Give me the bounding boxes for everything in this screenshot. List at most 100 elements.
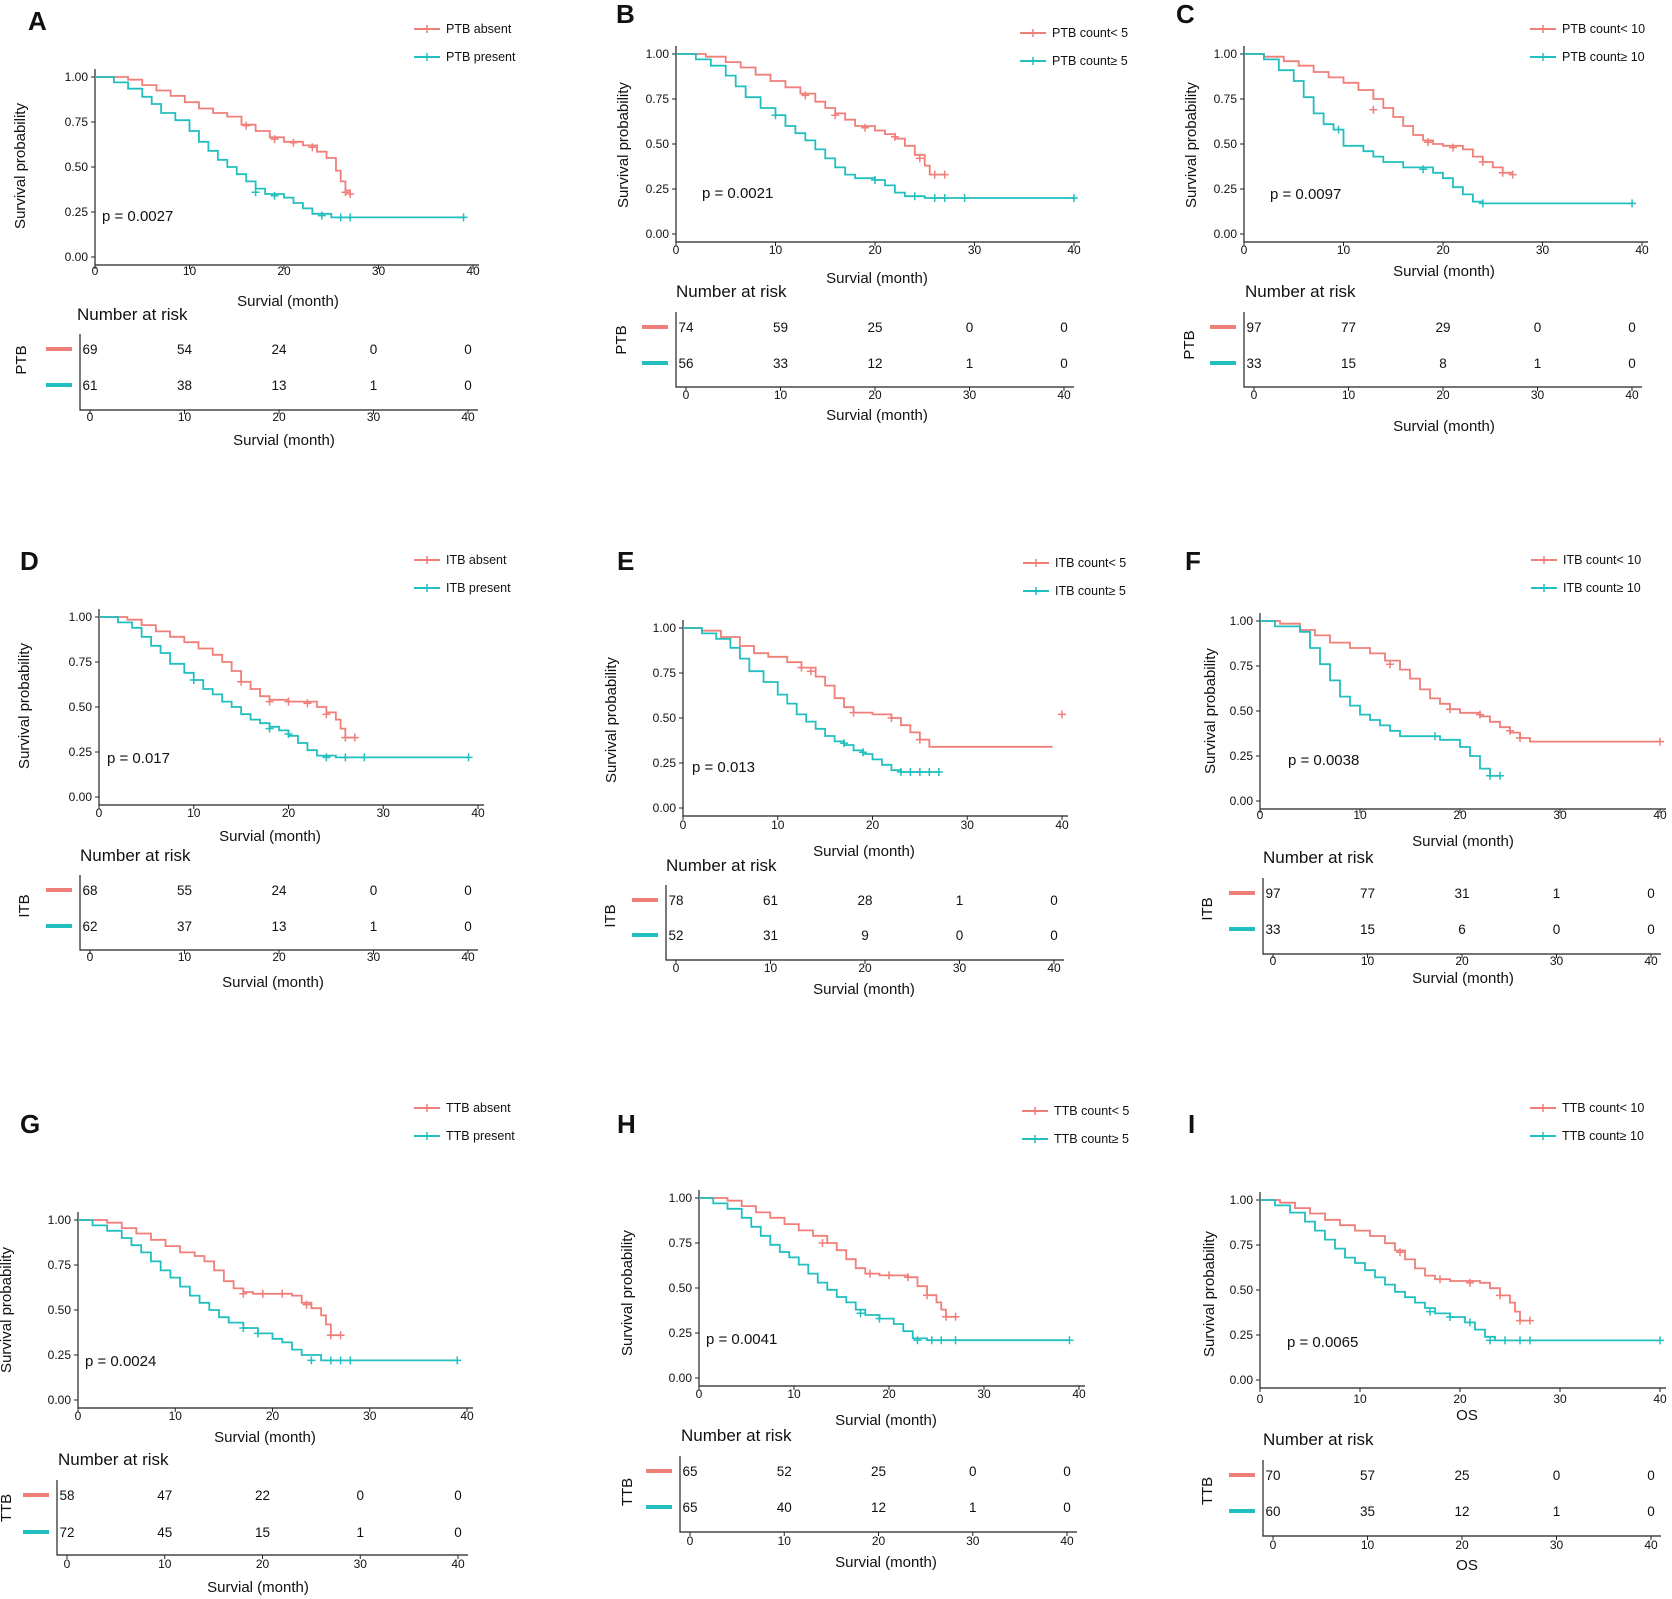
panel-H-ytick-label: 0.50 <box>669 1281 693 1295</box>
panel-B-xtick-label: 40 <box>1067 243 1081 257</box>
panel-G-risk-value: 22 <box>255 1488 270 1503</box>
panel-D-curve-1 <box>99 616 355 739</box>
panel-C-risk-xlabel: Survial (month) <box>1393 418 1495 435</box>
panel-G-xtick-label: 30 <box>363 1409 377 1423</box>
panel-A-xtick-label: 40 <box>466 264 480 278</box>
panel-E-risk-title: Number at risk <box>666 856 777 875</box>
panel-G-censor-mark-1 <box>278 1289 287 1298</box>
panel-E-censor-mark-2 <box>906 768 915 776</box>
panel-A-censor-mark-2 <box>336 213 345 222</box>
panel-H-xlabel: Survial (month) <box>835 1412 937 1429</box>
panel-H-risk-group-label: TTB <box>619 1478 636 1506</box>
panel-B-censor-mark-1 <box>930 170 939 179</box>
panel-E-p-value: p = 0.013 <box>692 759 755 776</box>
panel-F-censor-mark-1 <box>1446 705 1454 714</box>
panel-B-xlabel: Survial (month) <box>826 270 928 287</box>
panel-C-ytick-label: 1.00 <box>1214 47 1238 61</box>
panel-B-censor-mark-2 <box>771 111 780 120</box>
panel-G-censor-mark-2 <box>326 1356 335 1365</box>
panel-B-risk-value: 12 <box>867 356 882 371</box>
panel-C-risk-xtick-label: 10 <box>1342 388 1356 402</box>
panel-B-p-value: p = 0.0021 <box>702 185 773 202</box>
panel-F-censor-mark-1 <box>1506 726 1514 735</box>
panel-E-censor-mark-2 <box>840 739 849 748</box>
panel-H-curve-2 <box>699 1197 1070 1342</box>
panel-C-xtick-label: 20 <box>1436 243 1450 257</box>
panel-H-risk-xtick-label: 30 <box>966 1534 980 1548</box>
panel-A-censor-mark-2 <box>459 213 468 222</box>
panel-A-curve-1 <box>95 76 352 194</box>
panel-E-xtick-label: 40 <box>1055 818 1069 832</box>
panel-C-legend-marker-2 <box>1539 53 1547 61</box>
panel-E-legend-label-1: ITB count< 5 <box>1055 556 1126 570</box>
panel-G-censor-mark-2 <box>307 1356 316 1365</box>
panel-A-risk-value: 1 <box>370 378 378 393</box>
panel-I-xtick-label: 20 <box>1453 1392 1467 1406</box>
panel-G-xlabel: Survial (month) <box>214 1429 316 1446</box>
panel-H-ytick-label: 1.00 <box>669 1191 693 1205</box>
panel-G-censor-mark-1 <box>258 1289 267 1298</box>
panel-F-ytick-label: 0.25 <box>1230 749 1254 763</box>
panel-C-risk-value: 0 <box>1534 320 1542 335</box>
panel-A-censor-mark-1 <box>242 121 251 130</box>
panel-B-xtick-label: 0 <box>673 243 680 257</box>
panel-B-legend-marker-1 <box>1029 29 1037 37</box>
panel-E-risk-value: 0 <box>1050 893 1058 908</box>
panel-B-censor-mark-2 <box>871 176 879 184</box>
panel-G-risk-xlabel: Survial (month) <box>207 1579 309 1596</box>
panel-F-xtick-label: 0 <box>1257 808 1264 822</box>
panel-G-curve-1 <box>78 1219 341 1337</box>
panel-G-axes <box>77 1212 473 1409</box>
panel-G-risk-value: 58 <box>59 1488 74 1503</box>
panel-A: A PTB absent PTB present 0.00 0.25 0.50 0.75 1.… <box>12 6 516 449</box>
panel-H-censor-mark-2 <box>875 1314 884 1323</box>
panel-E-risk-xtick-label: 0 <box>673 961 680 975</box>
panel-B-curve-2 <box>676 53 1074 199</box>
panel-F-risk-xtick-label: 30 <box>1550 954 1564 968</box>
panel-D-censor-mark-1 <box>350 733 359 742</box>
panel-F-ytick-label: 0.00 <box>1230 794 1254 808</box>
panel-H-censor-mark-2 <box>1065 1336 1074 1345</box>
panel-A-censor-mark-2 <box>270 191 279 200</box>
panel-C-legend-label-2: PTB count≥ 10 <box>1562 50 1645 64</box>
panel-F-risk-value: 0 <box>1647 922 1655 937</box>
panel-H-ylabel: Survival probability <box>619 1230 636 1356</box>
panel-F-risk-value: 0 <box>1647 886 1655 901</box>
panel-F-risk-xtick-label: 40 <box>1644 954 1658 968</box>
panel-I-censor-mark-2 <box>1446 1313 1454 1321</box>
panel-A-risk-xtick-label: 30 <box>367 410 381 424</box>
panel-A-xtick-label: 0 <box>92 264 99 278</box>
panel-H-censor-mark-1 <box>818 1239 827 1247</box>
panel-C-axes <box>1243 46 1648 243</box>
panel-I-censor-mark-2 <box>1526 1336 1534 1345</box>
panel-H-risk-value: 25 <box>871 1464 886 1479</box>
panel-G-censor-mark-2 <box>336 1356 345 1365</box>
panel-I-xtick-label: 30 <box>1553 1392 1567 1406</box>
panel-C-censor-mark-1 <box>1424 138 1433 147</box>
panel-H-censor-mark-2 <box>937 1336 946 1345</box>
panel-C-xtick-label: 30 <box>1536 243 1550 257</box>
panel-B-risk-group-label: PTB <box>613 325 630 354</box>
panel-G-ytick-label: 0.00 <box>48 1393 72 1407</box>
panel-F-risk-xlabel: Survial (month) <box>1412 970 1514 987</box>
panel-E-legend-marker-2 <box>1032 587 1040 595</box>
panel-C-risk-value: 15 <box>1341 356 1356 371</box>
panel-E-risk-value: 78 <box>668 893 683 908</box>
panel-H-risk-xlabel: Survial (month) <box>835 1554 937 1571</box>
panel-F-censor-mark-1 <box>1476 710 1484 719</box>
panel-B-ytick-label: 0.50 <box>646 137 670 151</box>
panel-D-xtick-label: 0 <box>96 806 103 820</box>
panel-F-ytick-label: 1.00 <box>1230 614 1254 628</box>
panel-A-risk-value: 69 <box>82 342 97 357</box>
panel-B: B PTB count< 5 PTB count≥ 5 0.00 0.25 0.50 0.7… <box>613 0 1128 424</box>
panel-C-legend-marker-1 <box>1539 25 1547 33</box>
panel-I-xtick-label: 10 <box>1353 1392 1367 1406</box>
panel-I-ytick-label: 0.75 <box>1230 1238 1254 1252</box>
panel-H-risk-value: 65 <box>682 1500 697 1515</box>
panel-E: E ITB count< 5 ITB count≥ 5 0.00 0.25 0.50 0.7… <box>602 546 1126 998</box>
panel-D-legend-label-2: ITB present <box>446 581 511 595</box>
panel-I-legend-marker-1 <box>1539 1104 1547 1112</box>
panel-D-censor-mark-1 <box>341 733 350 742</box>
panel-C-curve-1 <box>1244 53 1514 175</box>
panel-B-xtick-label: 20 <box>868 243 882 257</box>
